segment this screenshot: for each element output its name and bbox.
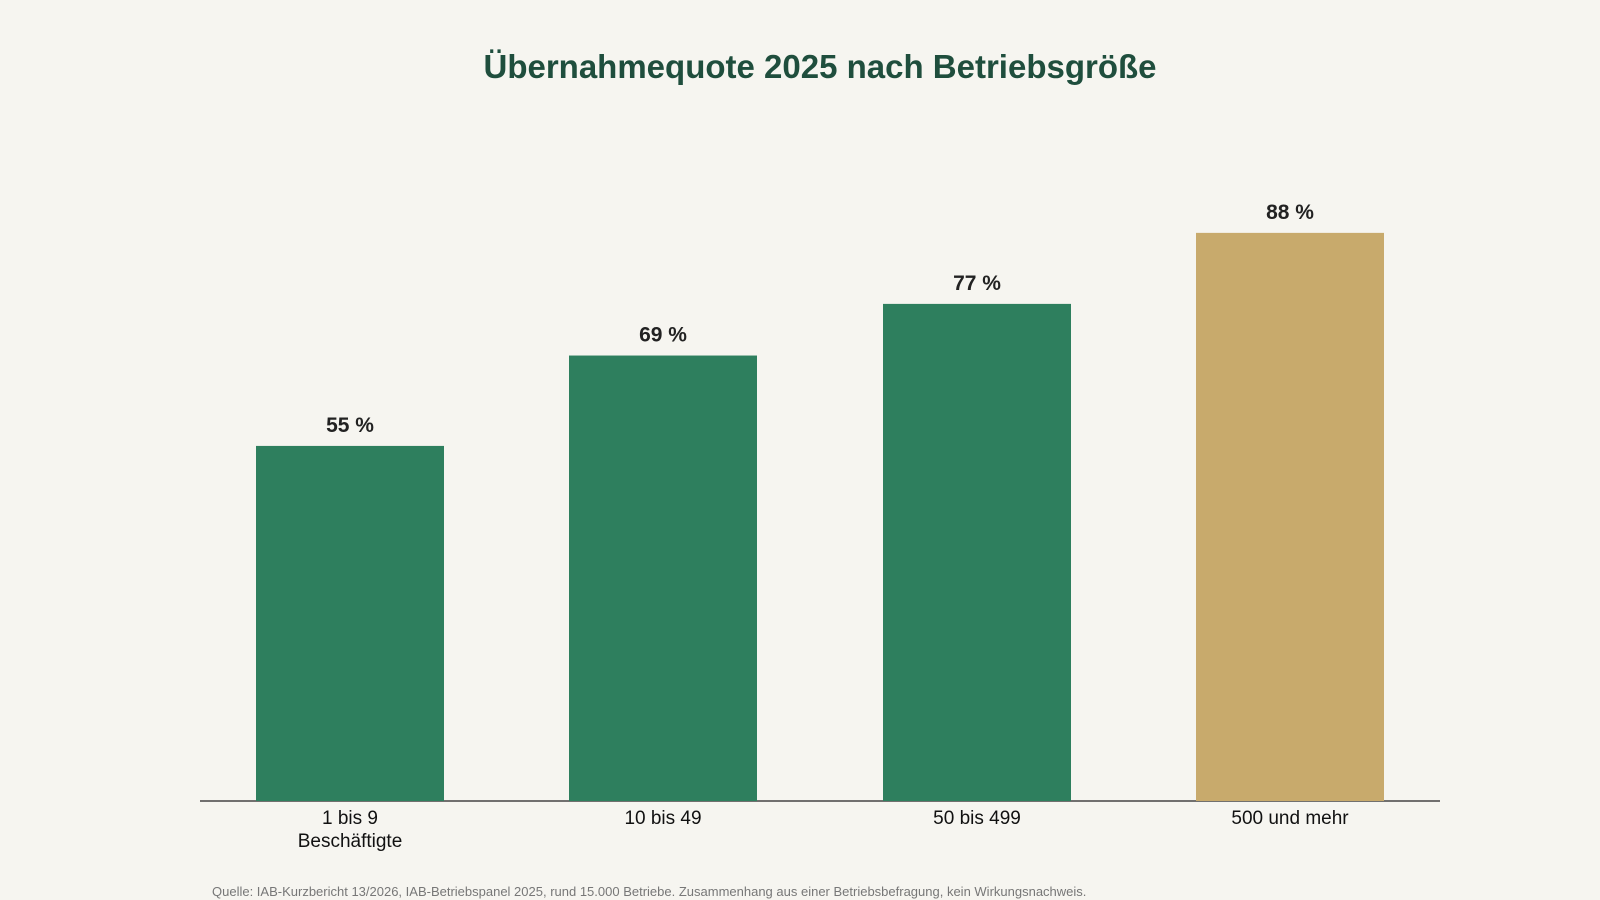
x-tick-label: 50 bis 499: [933, 808, 1021, 829]
bar: [1196, 232, 1384, 801]
value-label: 55 %: [326, 414, 374, 437]
value-label: 69 %: [639, 324, 687, 347]
value-label: 77 %: [953, 272, 1001, 295]
chart-title: Übernahmequote 2025 nach Betriebsgröße: [483, 48, 1157, 85]
value-label: 88 %: [1266, 201, 1314, 224]
bar: [256, 445, 444, 801]
bar: [569, 355, 757, 801]
x-tick-label: 1 bis 9 Beschäftigte: [297, 808, 403, 852]
source-note: Quelle: IAB-Kurzbericht 13/2026, IAB-Bet…: [212, 884, 1087, 899]
x-tick-label: 500 und mehr: [1231, 808, 1349, 829]
x-tick-label: 10 bis 49: [624, 808, 702, 829]
bar: [883, 303, 1071, 801]
